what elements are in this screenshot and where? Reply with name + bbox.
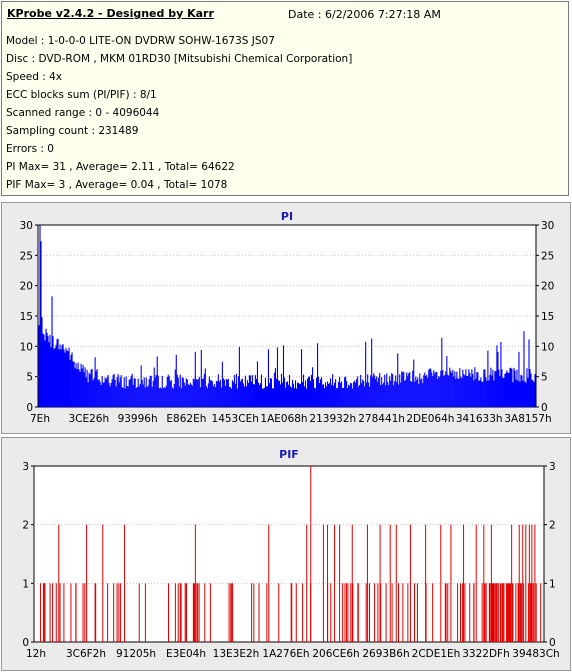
y-tick-label: 0: [26, 402, 33, 414]
y-tick-label-right: 2: [549, 520, 556, 532]
x-tick-label: 2693B6h: [362, 648, 409, 660]
x-tick-label: 213932h: [309, 413, 356, 425]
y-tick-label: 2: [22, 520, 29, 532]
y-tick-label-right: 3: [549, 461, 556, 473]
x-tick-label: 341633h: [456, 413, 503, 425]
x-tick-label: 1A276Eh: [262, 648, 309, 660]
x-tick-label: 93996h: [118, 413, 158, 425]
plot-area: [33, 465, 545, 643]
y-tick-label-right: 20: [541, 281, 554, 293]
info-scanned-range: Scanned range : 0 - 4096044: [6, 107, 160, 119]
info-ecc-sum: ECC blocks sum (PI/PIF) : 8/1: [6, 89, 157, 101]
info-sampling-count: Sampling count : 231489: [6, 125, 139, 137]
y-tick-label-right: 0: [541, 402, 548, 414]
x-tick-label: 3CE26h: [68, 413, 109, 425]
y-tick-label: 0: [22, 637, 29, 649]
y-tick-label-right: 1: [549, 578, 556, 590]
info-errors: Errors : 0: [6, 143, 54, 155]
x-tick-label: 12h: [26, 648, 46, 660]
chart-title: PI: [281, 210, 293, 223]
info-speed: Speed : 4x: [6, 71, 63, 83]
x-tick-label: 2DE064h: [406, 413, 454, 425]
info-pi-stats: PI Max= 31 , Average= 2.11 , Total= 6462…: [6, 161, 235, 173]
x-tick-label: 3A8157h: [504, 413, 551, 425]
x-tick-label: 1453CEh: [212, 413, 259, 425]
y-tick-label-right: 30: [541, 220, 554, 232]
y-tick-label-right: 15: [541, 311, 554, 323]
y-tick-label: 5: [26, 372, 33, 384]
pi-chart-panel: PI 0 0 5 5 10 10 15 15 20 20 25 25 30 30 7Eh 3CE26h 93996…: [1, 202, 571, 434]
x-tick-label: 3C6F2h: [66, 648, 106, 660]
x-tick-label: 2CDE1Eh: [412, 648, 461, 660]
x-tick-label: E862Eh: [166, 413, 206, 425]
pif-bars: [40, 466, 542, 642]
scan-date: Date : 6/2/2006 7:27:18 AM: [288, 8, 441, 21]
y-tick-label: 10: [20, 341, 33, 353]
y-tick-label: 20: [20, 281, 33, 293]
pif-chart-panel: PIF 0 0 1 1 2 2 3 3 12h 3C6F2h 91205h E3E04h 13E3E2h 1…: [1, 437, 571, 671]
pi-chart: PI 0 0 5 5 10 10 15 15 20 20 25 25 30 30 7Eh 3CE26h 93996…: [20, 210, 555, 425]
x-tick-label: 91205h: [116, 648, 156, 660]
x-tick-label: 39483Ch: [512, 648, 559, 660]
y-tick-label: 25: [20, 250, 33, 262]
info-disc: Disc : DVD-ROM , MKM 01RD30 [Mitsubishi …: [6, 53, 353, 65]
y-tick-label-right: 25: [541, 250, 554, 262]
x-tick-label: 278441h: [358, 413, 405, 425]
x-tick-label: 7Eh: [30, 413, 50, 425]
y-tick-label-right: 5: [541, 372, 548, 384]
x-tick-label: 3322DFh: [462, 648, 510, 660]
pif-chart: PIF 0 0 1 1 2 2 3 3 12h 3C6F2h 91205h E3E04h 13E3E2h 1…: [22, 448, 559, 660]
pi-bars: [38, 225, 536, 407]
info-model: Model : 1-0-0-0 LITE-ON DVDRW SOHW-1673S…: [6, 35, 275, 47]
y-tick-label-right: 0: [549, 637, 556, 649]
y-tick-label: 1: [22, 578, 29, 590]
info-pif-stats: PIF Max= 3 , Average= 0.04 , Total= 1078: [6, 179, 228, 191]
x-tick-label: 1AE068h: [260, 413, 307, 425]
y-tick-label-right: 10: [541, 341, 554, 353]
chart-title: PIF: [279, 448, 299, 461]
y-tick-label: 15: [20, 311, 33, 323]
y-tick-label: 30: [20, 220, 33, 232]
app-title: KProbe v2.4.2 - Designed by Karr: [7, 7, 214, 20]
y-tick-label: 3: [22, 461, 29, 473]
x-tick-label: E3E04h: [166, 648, 206, 660]
info-panel: KProbe v2.4.2 - Designed by Karr Date : …: [1, 1, 569, 196]
x-tick-label: 13E3E2h: [213, 648, 260, 660]
x-tick-label: 206CE6h: [312, 648, 359, 660]
